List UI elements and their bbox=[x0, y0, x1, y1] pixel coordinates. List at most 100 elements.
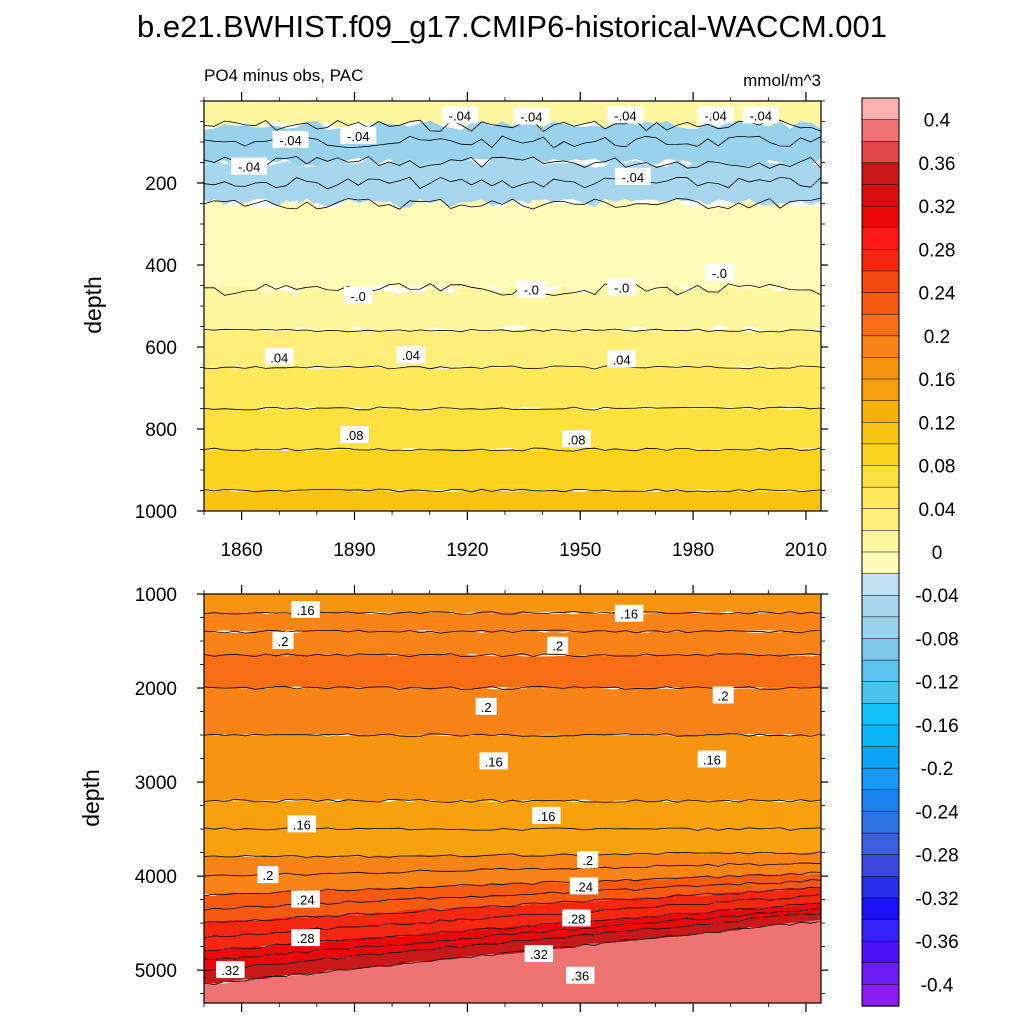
contour-label: -.04 bbox=[607, 106, 644, 124]
contour-label: -.04 bbox=[231, 157, 268, 175]
colorbar-label: 0.28 bbox=[919, 240, 956, 261]
contour-label: .04 bbox=[396, 346, 426, 364]
x-tick-label: 1980 bbox=[672, 540, 714, 561]
contour-line bbox=[204, 447, 821, 452]
colorbar-label: -0.04 bbox=[915, 586, 959, 607]
colorbar-label: -0.08 bbox=[915, 629, 958, 650]
contour-band bbox=[204, 686, 821, 737]
contour-label: -.04 bbox=[272, 130, 309, 148]
contour-line bbox=[204, 119, 821, 132]
colorbar-swatch bbox=[861, 97, 900, 121]
svg-text:-.04: -.04 bbox=[622, 170, 644, 185]
y-tick-label: 5000 bbox=[135, 961, 177, 982]
svg-text:.04: .04 bbox=[270, 350, 288, 365]
contour-band bbox=[204, 285, 821, 336]
x-tick-label: 1950 bbox=[559, 540, 601, 561]
svg-text:-.04: -.04 bbox=[520, 110, 542, 125]
contour-label: .28 bbox=[291, 929, 320, 947]
colorbar-label: 0.4 bbox=[924, 111, 951, 132]
y-tick-label: 1000 bbox=[135, 502, 177, 523]
svg-text:.2: .2 bbox=[263, 868, 274, 883]
contour-band bbox=[204, 489, 821, 511]
svg-text:.32: .32 bbox=[530, 947, 548, 962]
colorbar-swatch bbox=[861, 443, 900, 467]
colorbar-swatch bbox=[861, 335, 900, 359]
contour-line bbox=[204, 851, 821, 858]
contour-band bbox=[204, 872, 821, 925]
contour-label: -.04 bbox=[697, 106, 734, 124]
y-tick-label: 2000 bbox=[135, 679, 177, 700]
y-tick-label: 3000 bbox=[135, 773, 177, 794]
colorbar-label: 0.2 bbox=[924, 327, 950, 348]
subtitle-left: PO4 minus obs, PAC bbox=[204, 66, 363, 85]
subtitle-right: mmol/m^3 bbox=[743, 71, 821, 90]
contour-line bbox=[204, 733, 821, 737]
contour-label: .16 bbox=[287, 815, 317, 833]
contour-label: .04 bbox=[264, 348, 294, 366]
contour-label: .32 bbox=[524, 945, 554, 963]
svg-text:-.04: -.04 bbox=[750, 108, 772, 123]
contour-line bbox=[204, 920, 821, 986]
colorbar-swatch bbox=[861, 292, 900, 315]
svg-text:.16: .16 bbox=[297, 603, 315, 618]
colorbar-label: 0.36 bbox=[919, 154, 956, 175]
svg-text:-.04: -.04 bbox=[279, 133, 301, 148]
contour-band bbox=[204, 157, 821, 209]
x-tick-label: 2010 bbox=[785, 540, 827, 561]
contour-band bbox=[204, 887, 821, 953]
svg-text:.08: .08 bbox=[345, 428, 363, 443]
colorbar-swatch bbox=[861, 184, 900, 207]
colorbar-swatch bbox=[861, 616, 900, 640]
contour-label: .16 bbox=[697, 750, 727, 768]
contour-line bbox=[204, 406, 821, 411]
contour-line bbox=[204, 913, 821, 971]
svg-text:.16: .16 bbox=[703, 752, 721, 767]
contour-label: -.04 bbox=[742, 106, 779, 124]
svg-text:.36: .36 bbox=[571, 969, 589, 984]
contour-label: .24 bbox=[291, 890, 320, 908]
svg-text:-.04: -.04 bbox=[449, 108, 471, 123]
colorbar-swatch bbox=[861, 594, 900, 618]
contour-label: .2 bbox=[577, 851, 599, 869]
colorbar: 0.4 0.36 0.32 0.28 0.24 0.2 0.16 0.12 0.08 0.04 0 -… bbox=[861, 97, 959, 1007]
contour-band bbox=[204, 630, 821, 657]
contour-label: -.04 bbox=[441, 106, 478, 124]
contour-line bbox=[204, 197, 821, 210]
colorbar-swatch bbox=[861, 508, 900, 532]
colorbar-swatch bbox=[861, 249, 900, 272]
colorbar-swatch bbox=[861, 919, 900, 942]
colorbar-swatch bbox=[861, 140, 900, 164]
contour-line bbox=[204, 862, 821, 877]
contour-label: .24 bbox=[569, 877, 599, 895]
lower-panel: .16 .16 .2 .2 .2 .2 .16 .16 .16 .16 .2 .2 .24 .24 .28.… bbox=[135, 585, 828, 1012]
colorbar-swatch bbox=[861, 984, 900, 1007]
svg-text:-.04: -.04 bbox=[704, 108, 726, 123]
colorbar-swatch bbox=[861, 767, 900, 791]
contour-band bbox=[204, 919, 821, 1003]
contour-label: .28 bbox=[562, 909, 591, 927]
colorbar-swatch bbox=[861, 530, 900, 553]
contour-label: -.04 bbox=[340, 126, 377, 144]
contour-label: .04 bbox=[607, 350, 636, 368]
contour-band bbox=[204, 653, 821, 690]
x-tick-label: 1920 bbox=[446, 540, 488, 561]
svg-text:.2: .2 bbox=[481, 700, 492, 715]
colorbar-swatch bbox=[861, 832, 900, 856]
contour-fill: -.04 -.04 -.04 -.04 -.04 -.04 -.04 -.04 -.04 -.0 -… bbox=[204, 101, 821, 511]
contour-band bbox=[204, 198, 821, 295]
y-tick-label: 1000 bbox=[135, 585, 177, 606]
contour-label: .2 bbox=[257, 866, 279, 884]
colorbar-label: 0.04 bbox=[919, 500, 956, 521]
contour-label: -.0 bbox=[344, 286, 373, 304]
y-tick-label: 800 bbox=[145, 420, 177, 441]
y-tick-label: 400 bbox=[145, 256, 177, 277]
svg-text:.28: .28 bbox=[297, 931, 315, 946]
contour-label: .32 bbox=[216, 961, 245, 979]
colorbar-label: -0.32 bbox=[915, 889, 958, 910]
contour-label: .2 bbox=[712, 686, 734, 704]
colorbar-swatch bbox=[861, 703, 900, 726]
y-tick-label: 200 bbox=[145, 174, 177, 195]
contour-band bbox=[204, 733, 821, 803]
svg-text:.32: .32 bbox=[221, 963, 239, 978]
contour-line bbox=[204, 653, 821, 658]
